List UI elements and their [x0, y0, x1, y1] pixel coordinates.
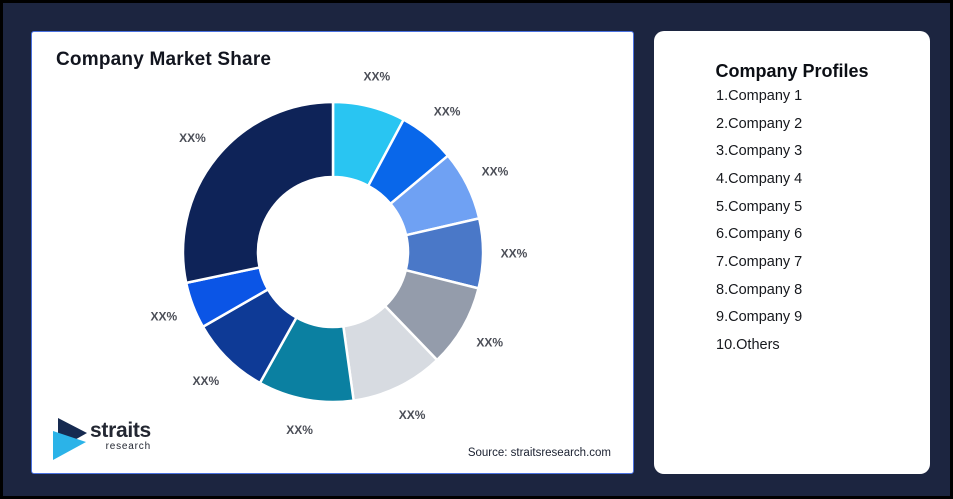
slice-label-2: XX% [434, 105, 461, 119]
profile-item-6: 6.Company 6 [716, 226, 803, 243]
slice-label-8: XX% [192, 374, 219, 388]
profile-item-3: 3.Company 3 [716, 143, 803, 160]
brand-arrow-cyan [53, 431, 86, 460]
company-profiles-card: Company Profiles 1.Company 1 2.Company 2 3… [654, 31, 930, 474]
brand-tagline: research [105, 441, 151, 452]
donut-slice-10 [181, 100, 335, 285]
slice-label-1: XX% [364, 69, 391, 83]
market-share-card: Company Market Share XX% XX% XX% XX% XX% XX% X… [31, 31, 634, 474]
profile-item-9: 9.Company 9 [716, 309, 803, 326]
profile-item-1: 1.Company 1 [716, 87, 803, 104]
slice-label-4: XX% [501, 247, 528, 261]
slice-label-3: XX% [482, 164, 509, 178]
profile-item-2: 2.Company 2 [716, 115, 803, 132]
source-text: Source: straitsresearch.com [467, 447, 611, 459]
slice-label-5: XX% [476, 336, 503, 350]
chart-title: Company Market Share [56, 49, 272, 70]
slice-label-6: XX% [399, 408, 426, 422]
slice-label-7: XX% [286, 423, 313, 437]
donut-chart: XX% XX% XX% XX% XX% XX% XX% XX% XX% XX% [151, 69, 528, 437]
profile-item-4: 4.Company 4 [716, 170, 803, 187]
company-profiles-list: 1.Company 1 2.Company 2 3.Company 3 4.Compa… [716, 82, 920, 359]
profiles-title: Company Profiles [715, 61, 869, 81]
profile-item-5: 5.Company 5 [716, 198, 803, 215]
profile-item-10: 10.Others [716, 337, 780, 354]
brand-name: straits [90, 419, 151, 442]
slice-label-9: XX% [151, 310, 178, 324]
slice-label-10: XX% [179, 131, 206, 145]
profile-item-7: 7.Company 7 [716, 253, 803, 270]
brand-text: straits research [90, 419, 151, 452]
brand-arrow-icon [53, 418, 87, 460]
profile-item-8: 8.Company 8 [716, 281, 803, 298]
brand-logo: straits research [52, 417, 151, 463]
